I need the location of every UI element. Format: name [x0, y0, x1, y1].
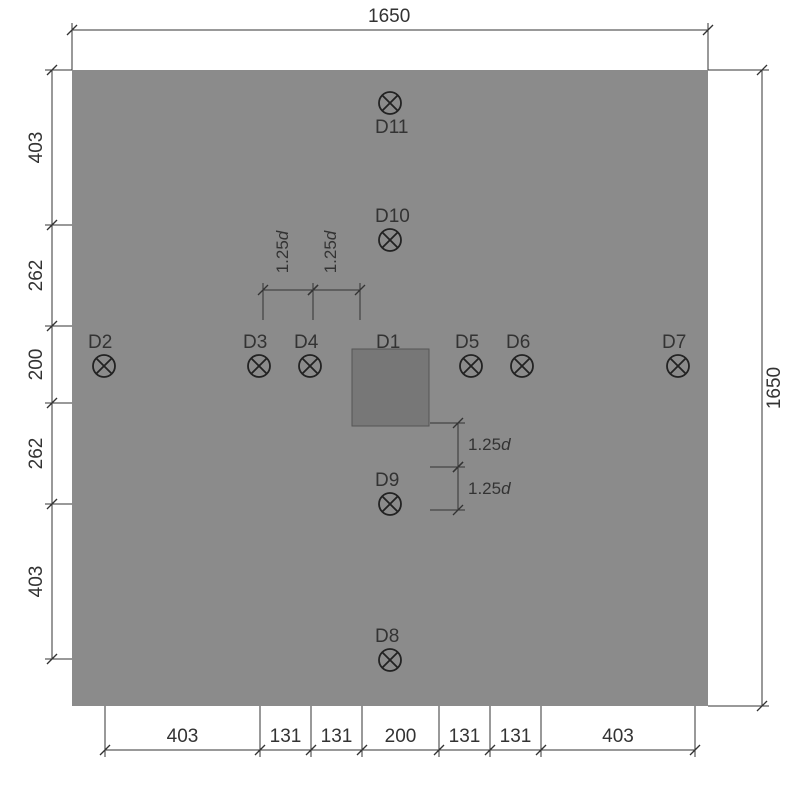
dimension-label: 262 — [26, 260, 47, 292]
dimension-label: 200 — [385, 726, 417, 747]
point-label: D7 — [662, 332, 686, 353]
point-label: D6 — [506, 332, 530, 353]
dimension-label: 131 — [449, 726, 481, 747]
dimension-label: 403 — [26, 566, 47, 598]
dimension-label: 1650 — [764, 367, 785, 409]
dimension-label: 131 — [500, 726, 532, 747]
point-label: D3 — [243, 332, 267, 353]
dimension-annotation: 1.25d — [273, 230, 292, 273]
point-label: D4 — [294, 332, 319, 353]
point-label: D10 — [375, 206, 410, 227]
dimension-label: 403 — [167, 726, 199, 747]
dimension-annotation: 1.25d — [468, 435, 511, 454]
dimension-label: 200 — [26, 349, 47, 381]
dimension-label: 262 — [26, 438, 47, 470]
dimension-annotation: 1.25d — [468, 479, 511, 498]
dimension-label: 403 — [602, 726, 634, 747]
point-label: D9 — [375, 470, 399, 491]
point-label: D11 — [375, 117, 408, 138]
dimension-label: 131 — [270, 726, 302, 747]
dimension-label: 1650 — [368, 6, 410, 27]
point-label: D2 — [88, 332, 112, 353]
dimension-label: 131 — [321, 726, 353, 747]
point-label: D5 — [455, 332, 479, 353]
dimension-annotation: 1.25d — [321, 230, 340, 273]
column-square — [352, 349, 429, 426]
dimension-label: 403 — [26, 132, 47, 164]
point-label: D1 — [376, 332, 400, 353]
engineering-drawing: D11 D10 D2 D3 D4 D1 D5 D6 D7 D9 D8 1650 1650 403 262 20… — [0, 0, 790, 788]
point-label: D8 — [375, 626, 399, 647]
